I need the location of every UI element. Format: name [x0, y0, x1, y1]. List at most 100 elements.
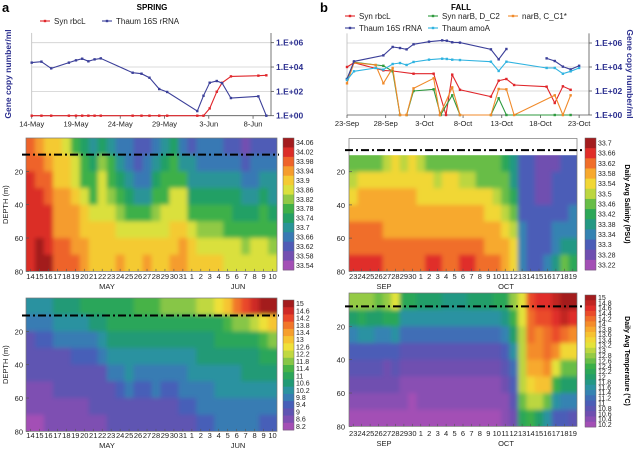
- heatmap-cell: [259, 188, 269, 206]
- colorbar-tick-label: 33.34: [598, 232, 616, 239]
- y-axis-title: Gene copy number/ml: [625, 29, 635, 118]
- colorbar-tick-label: 13: [296, 337, 304, 344]
- heatmap-cell: [458, 204, 468, 223]
- heatmap-cell: [79, 398, 90, 416]
- heatmap-cell: [509, 326, 519, 344]
- heatmap-cell: [349, 376, 359, 394]
- date-tick-label: 14: [26, 272, 34, 281]
- heatmap-cell: [568, 238, 577, 256]
- heatmap-cell: [196, 171, 206, 189]
- colorbar-swatch: [585, 178, 596, 190]
- heatmap-cell: [160, 331, 171, 349]
- x-tick-label: 28-Sep: [374, 119, 398, 128]
- heatmap-cell: [52, 171, 63, 189]
- colorbar-swatch: [585, 209, 596, 220]
- date-tick-label: 28: [152, 431, 160, 440]
- heatmap-cell: [374, 309, 384, 327]
- heatmap-cell: [151, 381, 162, 399]
- heatmap-cell: [106, 398, 117, 416]
- colorbar-swatch: [585, 249, 596, 261]
- heatmap-cell: [196, 298, 206, 316]
- heatmap-cell: [534, 221, 544, 239]
- data-point: [40, 60, 43, 63]
- heatmap-cell: [70, 298, 81, 316]
- heatmap-cell: [61, 298, 72, 316]
- heatmap-cell: [399, 343, 409, 361]
- heatmap-cell: [142, 364, 153, 382]
- date-tick-label: 23: [107, 431, 115, 440]
- series-narb-c-c1-: [345, 61, 572, 117]
- heatmap-cell: [425, 155, 435, 173]
- heatmap-cell: [124, 331, 135, 349]
- heatmap-cell: [349, 188, 359, 206]
- x-tick-label: 13-Oct: [490, 119, 513, 128]
- date-tick-label: 25: [366, 272, 374, 281]
- heatmap-cell: [70, 254, 81, 272]
- date-tick-label: 8: [253, 272, 257, 281]
- heatmap-cell: [232, 381, 242, 399]
- heatmap-cell: [517, 238, 527, 256]
- heatmap-cell: [365, 293, 375, 311]
- heatmap-cell: [425, 376, 435, 394]
- data-point: [398, 61, 402, 65]
- depth-tick-label: 20: [337, 168, 345, 177]
- colorbar-swatch: [585, 400, 596, 407]
- heatmap-cell: [151, 138, 162, 156]
- heatmap-cell: [374, 293, 384, 311]
- heatmap-cell: [232, 364, 242, 382]
- date-tick-label: 2: [427, 272, 431, 281]
- heatmap-cell: [450, 254, 460, 272]
- heatmap-cell: [88, 348, 99, 366]
- colorbar-tick-label: 33.86: [296, 187, 314, 194]
- heatmap-cell: [151, 204, 162, 222]
- colorbar-swatch: [283, 321, 294, 330]
- heatmap-cell: [425, 171, 435, 189]
- heatmap-cell: [259, 381, 269, 399]
- heatmap-cell: [214, 138, 224, 156]
- colorbar-tick-label: 33.78: [296, 206, 314, 213]
- heatmap-cell: [433, 409, 443, 427]
- colorbar-tick-label: 33.5: [598, 191, 612, 198]
- data-point: [345, 82, 349, 85]
- heatmap-cell: [34, 254, 45, 272]
- heatmap-cell: [416, 221, 426, 239]
- colorbar-tick-label: 33.38: [598, 222, 616, 229]
- data-point: [87, 60, 90, 63]
- heatmap-cell: [517, 409, 527, 427]
- heatmap-cell: [169, 138, 179, 156]
- date-tick-label: 19: [569, 272, 577, 281]
- heatmap-cell: [205, 364, 215, 382]
- heatmap-cell: [124, 221, 135, 239]
- heatmap-cell: [365, 309, 375, 327]
- data-point: [505, 88, 508, 91]
- heatmap-cell: [450, 221, 460, 239]
- heatmap-cell: [142, 348, 153, 366]
- heatmap-cell: [151, 414, 162, 432]
- heatmap-cell: [187, 414, 197, 432]
- depth-tick-label: 60: [15, 234, 23, 243]
- colorbar-tick-label: 11.4: [296, 366, 309, 373]
- heatmap-cell: [214, 171, 224, 189]
- heatmap-cell: [475, 309, 485, 327]
- heatmap-cell: [399, 171, 409, 189]
- data-point: [561, 85, 565, 88]
- date-tick-label: 15: [535, 429, 543, 438]
- data-point: [451, 58, 454, 61]
- heatmap-cell: [357, 221, 367, 239]
- legend-label: Thaum 16S rRNA: [359, 24, 423, 33]
- heatmap-cell: [357, 326, 367, 344]
- heatmap-cell: [467, 293, 477, 311]
- heatmap-cell: [70, 314, 81, 332]
- colorbar-swatch: [585, 374, 596, 380]
- heatmap-cell: [382, 343, 392, 361]
- series-line: [31, 74, 267, 117]
- heatmap-cell: [52, 381, 63, 399]
- heatmap-cell: [484, 393, 494, 411]
- heatmap-cell: [106, 314, 117, 332]
- heatmap-cell: [492, 343, 502, 361]
- colorbar-swatch: [585, 405, 596, 412]
- data-point: [257, 74, 260, 77]
- colorbar-tick-label: 14.2: [296, 316, 310, 323]
- colorbar-swatch: [283, 251, 294, 261]
- date-tick-label: 25: [366, 429, 374, 438]
